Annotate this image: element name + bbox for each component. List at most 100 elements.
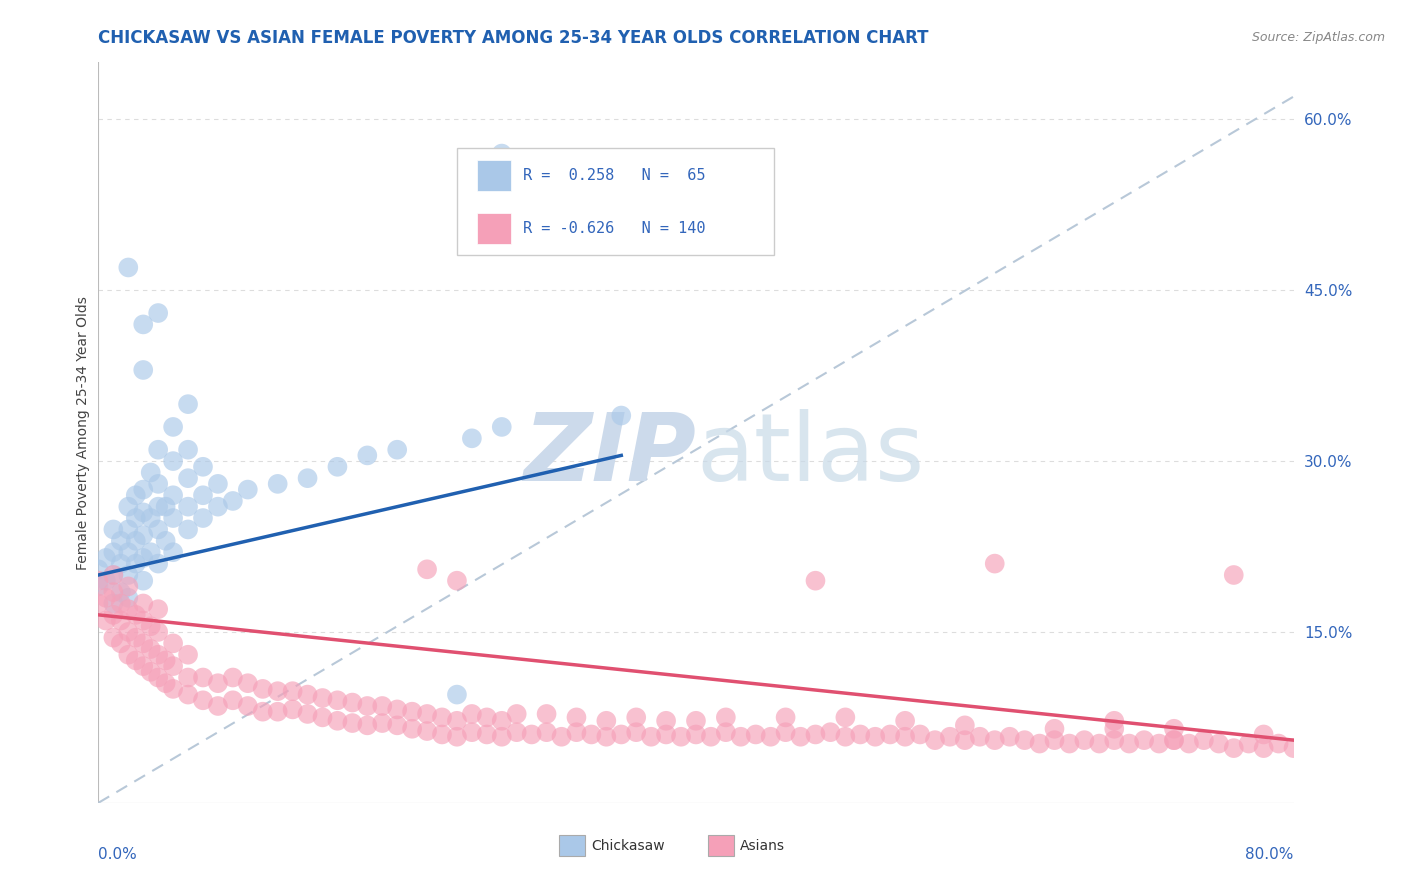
Text: CHICKASAW VS ASIAN FEMALE POVERTY AMONG 25-34 YEAR OLDS CORRELATION CHART: CHICKASAW VS ASIAN FEMALE POVERTY AMONG …	[98, 29, 929, 47]
Point	[148, 648, 170, 662]
Point	[475, 727, 498, 741]
Point	[879, 727, 901, 741]
Point	[222, 693, 245, 707]
Point	[1178, 737, 1201, 751]
Point	[117, 602, 139, 616]
Point	[110, 557, 132, 571]
Point	[103, 568, 125, 582]
FancyBboxPatch shape	[477, 161, 510, 191]
Point	[356, 449, 378, 463]
Point	[125, 607, 148, 622]
Point	[491, 420, 513, 434]
Point	[125, 488, 148, 502]
Point	[94, 591, 117, 605]
Point	[87, 579, 110, 593]
Point	[385, 718, 409, 732]
Point	[326, 714, 349, 728]
Point	[162, 636, 184, 650]
Point	[162, 488, 184, 502]
Point	[103, 631, 125, 645]
Point	[148, 557, 170, 571]
Point	[640, 730, 662, 744]
Point	[148, 624, 170, 639]
Point	[132, 636, 155, 650]
Point	[139, 545, 162, 559]
Point	[385, 442, 409, 457]
Point	[87, 562, 110, 576]
Point	[148, 442, 170, 457]
Point	[281, 702, 304, 716]
Point	[506, 706, 529, 721]
Point	[148, 500, 170, 514]
Point	[103, 585, 125, 599]
Point	[132, 659, 155, 673]
Point	[117, 260, 139, 275]
Point	[1282, 741, 1305, 756]
Point	[94, 574, 117, 588]
Point	[924, 733, 946, 747]
FancyBboxPatch shape	[477, 212, 510, 244]
Point	[491, 146, 513, 161]
Point	[117, 500, 139, 514]
Point	[1073, 733, 1095, 747]
Point	[1208, 737, 1230, 751]
Point	[87, 597, 110, 611]
Point	[953, 733, 976, 747]
FancyBboxPatch shape	[709, 836, 734, 856]
Point	[236, 676, 259, 690]
Point	[700, 730, 723, 744]
Point	[834, 710, 856, 724]
Point	[446, 574, 468, 588]
Point	[908, 727, 931, 741]
Point	[139, 466, 162, 480]
Point	[565, 710, 588, 724]
Point	[1223, 741, 1246, 756]
Point	[177, 397, 200, 411]
Point	[125, 557, 148, 571]
Point	[110, 636, 132, 650]
Point	[326, 693, 349, 707]
Point	[714, 710, 737, 724]
Point	[125, 631, 148, 645]
Point	[1163, 733, 1185, 747]
Point	[1253, 727, 1275, 741]
Point	[581, 727, 603, 741]
Point	[416, 562, 439, 576]
Point	[132, 528, 155, 542]
Point	[297, 688, 319, 702]
Point	[139, 511, 162, 525]
Point	[110, 533, 132, 548]
Point	[125, 533, 148, 548]
Point	[595, 714, 617, 728]
Point	[1223, 568, 1246, 582]
Point	[177, 648, 200, 662]
Point	[1163, 722, 1185, 736]
Point	[148, 523, 170, 537]
Point	[536, 725, 558, 739]
Point	[162, 420, 184, 434]
Point	[162, 659, 184, 673]
Point	[446, 730, 468, 744]
Point	[148, 476, 170, 491]
Point	[669, 730, 692, 744]
Point	[110, 585, 132, 599]
Point	[894, 714, 917, 728]
Point	[103, 607, 125, 622]
Point	[125, 653, 148, 667]
Point	[155, 653, 177, 667]
Point	[446, 688, 468, 702]
Point	[1253, 741, 1275, 756]
Point	[117, 591, 139, 605]
Point	[103, 523, 125, 537]
Point	[132, 597, 155, 611]
Point	[103, 597, 125, 611]
Point	[1163, 733, 1185, 747]
Point	[252, 681, 274, 696]
Text: 80.0%: 80.0%	[1246, 847, 1294, 863]
Point	[162, 681, 184, 696]
Point	[94, 550, 117, 565]
Point	[207, 476, 229, 491]
Point	[626, 725, 648, 739]
Point	[191, 671, 214, 685]
Point	[117, 648, 139, 662]
